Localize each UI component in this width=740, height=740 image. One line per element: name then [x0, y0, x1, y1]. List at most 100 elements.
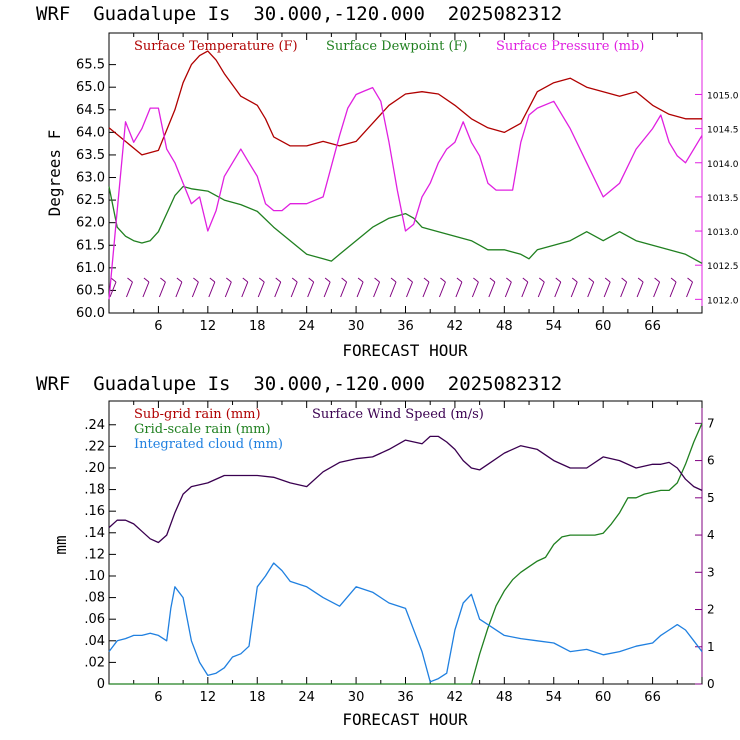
- wind-barb: [290, 281, 298, 298]
- top-right-ticks: 1012.0 1012.5 1013.0 1013.5 1014.0 1014.5 1015…: [695, 91, 739, 306]
- wind-barb: [126, 281, 133, 298]
- bottom-x-ticks: 6 12 18 24 30 36 42 48 54 60 66: [108, 401, 703, 705]
- wind-barb-flag: [225, 277, 232, 283]
- legend-grid-scale-rain: Grid-scale rain (mm): [134, 422, 271, 437]
- wind-barb-flag: [374, 277, 380, 283]
- legend-surface-dewpoint: Surface Dewpoint (F): [326, 39, 468, 54]
- wind-barb-flag: [423, 277, 430, 283]
- legend-sub-grid-rain: Sub-grid rain (mm): [134, 407, 261, 422]
- x-tick-label: 18: [249, 319, 266, 334]
- top-series-lines: [108, 50, 703, 300]
- wind-barb-flag: [489, 277, 496, 283]
- right-tick-label: 7: [707, 416, 715, 430]
- wind-barb-flag: [110, 277, 117, 283]
- right-tick-label: 1: [707, 640, 715, 654]
- y-tick-label: .16: [84, 504, 105, 519]
- y-tick-label: .02: [84, 655, 105, 670]
- y-tick-label: .08: [84, 591, 105, 606]
- surface-wind-speed-line: [108, 435, 703, 544]
- wind-barb-flag: [588, 277, 595, 283]
- wind-barb-flag: [654, 277, 660, 283]
- top-y-ticks: 60.0 60.5 61.0 61.5 62.0 62.5 63.0 63.5 64.0 64.5…: [76, 58, 116, 321]
- x-tick-label: 6: [154, 319, 162, 334]
- bottom-x-axis-label: FORECAST HOUR: [342, 710, 468, 729]
- x-tick-label: 24: [298, 319, 315, 334]
- wind-barb: [570, 281, 578, 298]
- wind-barb-flag: [291, 277, 298, 283]
- wind-barb-flag: [324, 277, 331, 283]
- wind-barb: [158, 281, 166, 298]
- wind-barb: [241, 281, 249, 298]
- top-x-ticks: 6 12 18 24 30 36 42 48 54 60 66: [108, 33, 703, 334]
- wind-barb-flag: [506, 277, 512, 283]
- x-tick-label: 66: [644, 319, 661, 334]
- wind-barb-flag: [456, 277, 463, 283]
- x-tick-label: 30: [348, 319, 365, 334]
- x-tick-label: 60: [595, 690, 612, 705]
- wind-barb-flag: [637, 277, 644, 283]
- x-tick-label: 12: [200, 319, 217, 334]
- wind-barb: [406, 281, 413, 298]
- wind-barb: [636, 281, 644, 298]
- right-tick-label: 1013.0: [707, 228, 739, 238]
- y-tick-label: 64.0: [76, 125, 105, 140]
- y-tick-label: .06: [84, 612, 105, 627]
- y-tick-label: 61.5: [76, 238, 105, 253]
- wind-barb-flag: [538, 277, 545, 283]
- wind-barb-flag: [193, 277, 199, 283]
- wind-barbs: [109, 277, 693, 298]
- wind-barb-flag: [308, 277, 314, 283]
- wind-barb: [208, 281, 216, 298]
- bottom-chart-title: WRF Guadalupe Is 30.000,-120.000 2025082…: [36, 373, 562, 395]
- top-x-axis-label: FORECAST HOUR: [342, 341, 468, 360]
- wind-barb-flag: [209, 277, 216, 283]
- bottom-y-ticks: 0 .02 .04 .06 .08 .10 .12 .14 .16 .18 .20 .22 .24: [84, 418, 116, 692]
- right-tick-label: 2: [707, 603, 715, 617]
- surface-dewpoint-line: [108, 185, 703, 264]
- x-tick-label: 30: [348, 690, 365, 705]
- bottom-y-axis-label: mm: [51, 535, 70, 554]
- surface-pressure-line: [108, 86, 703, 300]
- legend-integrated-cloud: Integrated cloud (mm): [134, 437, 283, 452]
- wind-barb: [488, 281, 496, 298]
- x-tick-label: 12: [200, 690, 217, 705]
- wind-barb: [603, 281, 611, 298]
- x-tick-label: 54: [545, 319, 562, 334]
- y-tick-label: 62.0: [76, 216, 105, 231]
- wind-barb-flag: [176, 277, 183, 283]
- y-tick-label: 64.5: [76, 103, 105, 118]
- surface-temperature-line: [108, 50, 702, 156]
- right-tick-label: 3: [707, 565, 715, 579]
- y-tick-label: 60.0: [76, 306, 105, 321]
- y-tick-label: 62.5: [76, 193, 105, 208]
- top-plot-frame: [108, 32, 703, 314]
- right-tick-label: 6: [707, 454, 715, 468]
- wind-barb-flag: [604, 277, 611, 283]
- wind-barb-flag: [127, 277, 133, 283]
- wind-barb-flag: [571, 277, 578, 283]
- wind-barb: [307, 281, 315, 298]
- wind-barb: [537, 281, 545, 298]
- wind-barb: [224, 281, 232, 298]
- wind-barb: [521, 281, 529, 298]
- grid-scale-rain-line: [109, 423, 703, 685]
- y-tick-label: 65.0: [76, 80, 105, 95]
- x-tick-label: 42: [447, 319, 464, 334]
- wind-barb: [669, 281, 677, 298]
- x-tick-label: 66: [644, 690, 661, 705]
- right-tick-label: 5: [707, 491, 715, 505]
- right-tick-label: 1014.0: [707, 160, 739, 170]
- top-chart-title: WRF Guadalupe Is 30.000,-120.000 2025082…: [36, 3, 562, 25]
- y-tick-label: .04: [84, 634, 105, 649]
- wind-barb: [587, 281, 595, 298]
- right-tick-label: 1015.0: [707, 91, 739, 101]
- wind-barb-flag: [258, 277, 265, 283]
- right-tick-label: 1012.0: [707, 296, 739, 306]
- x-tick-label: 48: [496, 690, 513, 705]
- wind-barb-flag: [687, 277, 693, 283]
- wind-barb: [504, 281, 512, 298]
- x-tick-label: 18: [249, 690, 266, 705]
- y-tick-label: 61.0: [76, 261, 105, 276]
- y-tick-label: .12: [84, 547, 105, 562]
- wind-barb-flag: [407, 277, 413, 283]
